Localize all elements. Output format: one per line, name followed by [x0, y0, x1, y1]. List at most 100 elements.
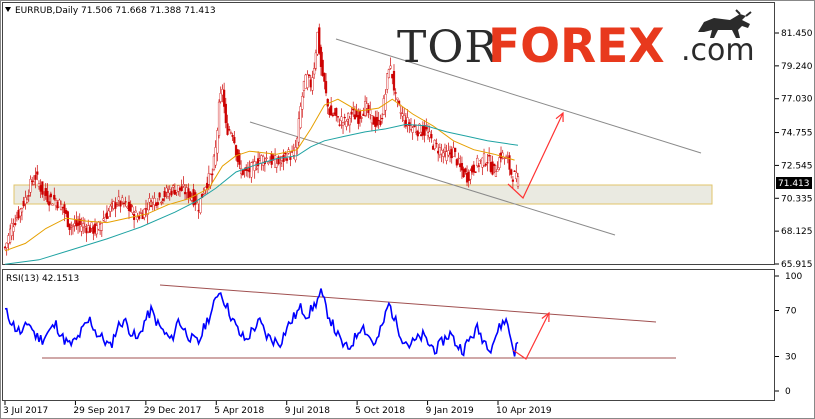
- candle-44: [78, 213, 81, 233]
- candle-29: [53, 187, 56, 201]
- candle-215: [369, 101, 372, 120]
- candle-28: [51, 203, 54, 206]
- candle-104: [180, 179, 183, 192]
- rsi-pane[interactable]: RSI(13) 42.1513 100 70 30 0: [2, 269, 803, 401]
- candle-90: [156, 197, 159, 210]
- candle-25: [46, 183, 49, 205]
- candle-57: [100, 222, 103, 238]
- candle-277: [474, 171, 477, 173]
- price-tick-label: 70.335: [781, 194, 813, 204]
- candle-183: [314, 49, 317, 71]
- candle-290: [496, 161, 499, 172]
- candle-240: [411, 126, 414, 140]
- price-pane[interactable]: EURRUB,Daily 71.506 71.668 71.388 71.413…: [2, 2, 813, 271]
- channel-upper-line: [335, 38, 702, 154]
- candle-192: [330, 97, 333, 116]
- candle-155: [267, 161, 270, 166]
- candle-140: [241, 169, 244, 176]
- candle-278: [476, 154, 479, 168]
- price-tick-label: 74.755: [781, 129, 813, 139]
- candle-287: [491, 155, 494, 176]
- candle-202: [347, 112, 350, 126]
- price-candles: [3, 23, 520, 256]
- candle-59: [104, 213, 107, 223]
- current-price-label: 71.413: [776, 177, 812, 189]
- candle-22: [41, 181, 44, 198]
- candle-16: [31, 176, 34, 186]
- candle-299: [511, 175, 515, 189]
- candle-219: [375, 110, 379, 128]
- candle-159: [273, 148, 277, 168]
- candle-200: [343, 113, 346, 125]
- candle-204: [350, 106, 353, 123]
- candle-189: [324, 73, 328, 97]
- candle-61: [107, 207, 110, 219]
- candle-259: [443, 143, 447, 158]
- candle-222: [381, 113, 384, 124]
- candle-6: [14, 214, 17, 227]
- candle-254: [435, 138, 438, 148]
- candle-199: [341, 121, 345, 134]
- ma-fast-polyline: [4, 98, 515, 252]
- candle-197: [338, 118, 341, 127]
- triangle-down-icon[interactable]: [5, 7, 11, 12]
- candle-244: [418, 123, 421, 134]
- candle-185: [318, 23, 321, 55]
- candle-37: [66, 210, 69, 228]
- candle-32: [58, 198, 61, 208]
- candle-166: [285, 153, 289, 164]
- candle-84: [146, 202, 149, 224]
- candle-208: [357, 108, 360, 130]
- ma-fast-line: [4, 98, 515, 252]
- candle-9: [19, 207, 22, 223]
- rsi-tick-label: 70: [785, 307, 797, 317]
- candle-221: [379, 114, 382, 127]
- price-header: EURRUB,Daily 71.506 71.668 71.388 71.413: [15, 6, 216, 16]
- candle-27: [49, 191, 52, 205]
- candle-98: [170, 187, 173, 198]
- ma-slow-line: [4, 123, 519, 265]
- candle-283: [484, 162, 487, 167]
- candle-179: [307, 74, 311, 79]
- candle-187: [321, 51, 324, 77]
- candle-174: [299, 102, 302, 130]
- price-pane-border: [2, 2, 775, 265]
- candle-243: [416, 129, 419, 141]
- price-tick-label: 77.030: [781, 95, 813, 105]
- ma-slow-polyline: [4, 123, 519, 265]
- candle-227: [389, 57, 392, 70]
- price-tick-label: 68.125: [781, 227, 813, 237]
- candle-19: [36, 165, 39, 181]
- logo-tor-text: TOR: [397, 22, 499, 73]
- candle-297: [508, 152, 511, 176]
- candle-138: [238, 149, 241, 169]
- candle-75: [131, 204, 134, 215]
- candle-301: [515, 164, 518, 183]
- candle-18: [34, 167, 37, 189]
- candle-205: [352, 101, 355, 117]
- candle-229: [392, 64, 396, 96]
- time-tick-label: 3 Jul 2017: [3, 406, 48, 416]
- candle-124: [214, 140, 217, 169]
- candle-15: [29, 175, 32, 197]
- price-tick-label: 72.545: [781, 161, 813, 171]
- candle-96: [166, 185, 170, 199]
- candle-220: [377, 111, 380, 129]
- price-y-axis: 81.450 79.240 77.030 74.755 72.545 70.335 68.1…: [775, 29, 813, 270]
- candle-71: [124, 196, 127, 207]
- candle-253: [433, 139, 436, 151]
- candle-225: [386, 73, 389, 94]
- candle-182: [313, 62, 316, 79]
- candle-288: [493, 163, 496, 174]
- time-tick-label: 29 Dec 2017: [144, 406, 202, 416]
- time-tick-label: 5 Oct 2018: [355, 406, 405, 416]
- candle-264: [452, 141, 455, 157]
- rsi-tick-label: 0: [785, 387, 791, 397]
- candle-134: [231, 132, 234, 141]
- candle-270: [462, 166, 465, 178]
- candle-40: [71, 224, 75, 235]
- candle-175: [301, 92, 304, 118]
- candle-115: [199, 198, 202, 215]
- candle-196: [336, 116, 340, 123]
